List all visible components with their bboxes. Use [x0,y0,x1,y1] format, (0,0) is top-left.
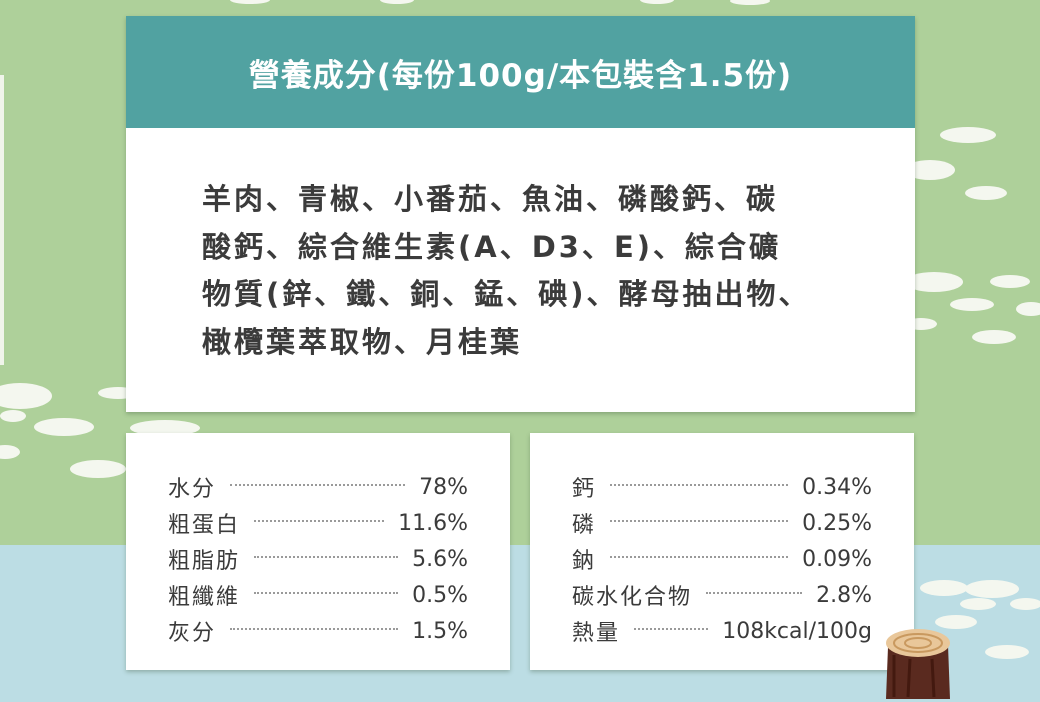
left-edge-panel [0,75,4,365]
nutrient-value: 0.34% [802,474,872,500]
dotted-leader [254,592,399,594]
dotted-leader [706,592,803,594]
bubble [905,160,955,180]
bubble [0,410,26,422]
nutrient-value: 11.6% [398,510,468,536]
nutrition-row: 熱量 108kcal/100g [572,613,872,649]
nutrition-row: 粗蛋白 11.6% [168,505,468,541]
bubble [1016,302,1040,316]
ingredients-card: 營養成分(每份100g/本包裝含1.5份) 羊肉、青椒、小番茄、魚油、磷酸鈣、碳… [126,16,915,412]
nutrient-value: 0.09% [802,546,872,572]
nutrition-row: 粗脂肪 5.6% [168,541,468,577]
nutrition-card-right: 鈣 0.34% 磷 0.25% 鈉 0.09% 碳水化合物 2.8% 熱量 10… [530,433,914,670]
nutrition-row: 灰分 1.5% [168,613,468,649]
nutrition-row: 水分 78% [168,469,468,505]
bubble [965,580,1019,598]
bubble [965,186,1007,200]
dotted-leader [610,556,789,558]
nutrient-value: 2.8% [816,582,872,608]
bubble [935,615,977,629]
nutrient-value: 108kcal/100g [722,618,872,644]
nutrition-card-left: 水分 78% 粗蛋白 11.6% 粗脂肪 5.6% 粗纖維 0.5% 灰分 1.… [126,433,510,670]
bubble [640,0,674,4]
dotted-leader [254,556,399,558]
bubble [1010,598,1040,610]
nutrient-label: 碳水化合物 [572,585,693,610]
nutrition-row: 碳水化合物 2.8% [572,577,872,613]
bubble [230,0,270,4]
nutrient-label: 灰分 [168,621,217,646]
nutrition-row: 粗纖維 0.5% [168,577,468,613]
nutrient-value: 1.5% [412,618,468,644]
nutrition-row: 磷 0.25% [572,505,872,541]
bubble [70,460,126,478]
dotted-leader [634,628,709,630]
bubble [990,275,1030,288]
bubble [34,418,94,436]
nutrient-label: 鈉 [572,549,597,574]
nutrient-value: 0.25% [802,510,872,536]
nutrition-row: 鈣 0.34% [572,469,872,505]
dotted-leader [610,484,789,486]
nutrient-label: 粗蛋白 [168,513,241,538]
nutrient-label: 鈣 [572,477,597,502]
nutrient-label: 粗脂肪 [168,549,241,574]
nutrient-label: 水分 [168,477,217,502]
bubble [985,645,1029,659]
bubble [0,383,52,409]
bubble [950,298,994,311]
dotted-leader [254,520,385,522]
nutrient-value: 5.6% [412,546,468,572]
nutrient-value: 78% [419,474,468,500]
bubble [730,0,770,5]
nutrient-label: 磷 [572,513,597,538]
dotted-leader [230,484,406,486]
dotted-leader [230,628,399,630]
nutrition-row: 鈉 0.09% [572,541,872,577]
ingredients-line: 羊肉、青椒、小番茄、魚油、磷酸鈣、碳 [202,182,779,216]
bubble [960,598,996,610]
bubble [920,580,968,596]
bubble [940,127,996,143]
nutrition-header: 營養成分(每份100g/本包裝含1.5份) [126,16,915,128]
bubble [972,330,1016,344]
bubble [130,420,200,436]
bubble [905,272,963,292]
ingredients-line: 橄欖葉萃取物、月桂葉 [202,324,523,359]
bubble [380,0,414,4]
nutrient-value: 0.5% [412,582,468,608]
tree-stump-icon [886,629,950,699]
bubble [0,445,20,459]
dotted-leader [610,520,789,522]
ingredients-line: 酸鈣、綜合維生素(A、D3、E)、綜合礦 [202,229,782,264]
nutrient-label: 粗纖維 [168,585,241,610]
ingredients-line: 物質(鋅、鐵、銅、錳、碘)、酵母抽出物、 [202,277,811,311]
ingredients-list: 羊肉、青椒、小番茄、魚油、磷酸鈣、碳 酸鈣、綜合維生素(A、D3、E)、綜合礦 … [126,128,915,366]
nutrient-label: 熱量 [572,621,621,646]
nutrition-title: 營養成分(每份100g/本包裝含1.5份) [248,57,793,94]
